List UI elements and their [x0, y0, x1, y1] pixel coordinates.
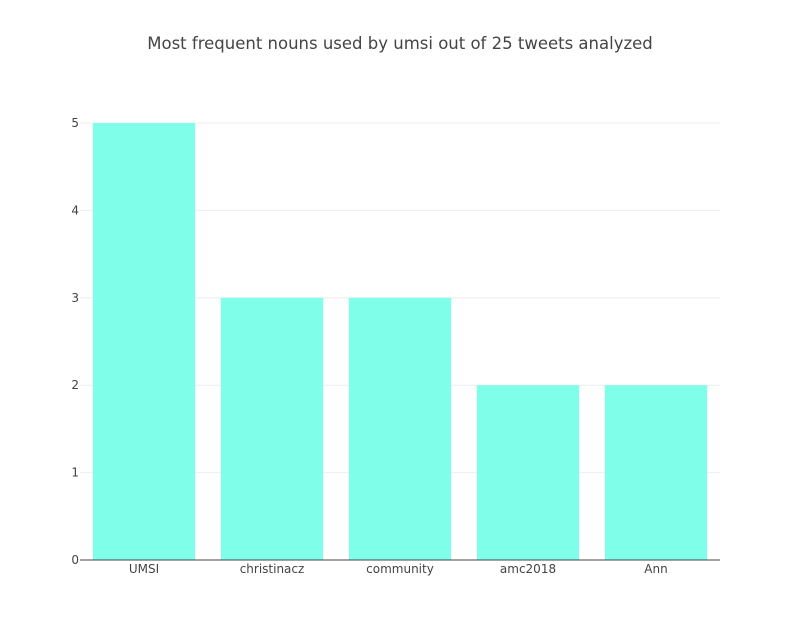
y-tick-label: 2	[71, 378, 79, 392]
x-tick-label: community	[366, 562, 434, 576]
bars	[92, 123, 708, 560]
y-tick-label: 3	[71, 291, 79, 305]
x-tick-labels: UMSI christinacz community amc2018 Ann	[129, 562, 668, 576]
bar-christinacz[interactable]	[220, 297, 324, 560]
x-tick-label: Ann	[644, 562, 667, 576]
x-tick-label: UMSI	[129, 562, 159, 576]
bar-amc2018[interactable]	[476, 385, 580, 560]
y-tick-label: 1	[71, 466, 79, 480]
bar-umsi[interactable]	[92, 123, 196, 560]
bar-ann[interactable]	[604, 385, 708, 560]
bar-community[interactable]	[348, 297, 452, 560]
y-tick-labels: 0 1 2 3 4 5	[71, 116, 79, 567]
chart-title: Most frequent nouns used by umsi out of …	[147, 34, 653, 53]
x-tick-label: amc2018	[500, 562, 556, 576]
x-tick-label: christinacz	[240, 562, 305, 576]
y-tick-label: 4	[71, 203, 79, 217]
y-tick-label: 5	[71, 116, 79, 130]
y-tick-label: 0	[71, 553, 79, 567]
